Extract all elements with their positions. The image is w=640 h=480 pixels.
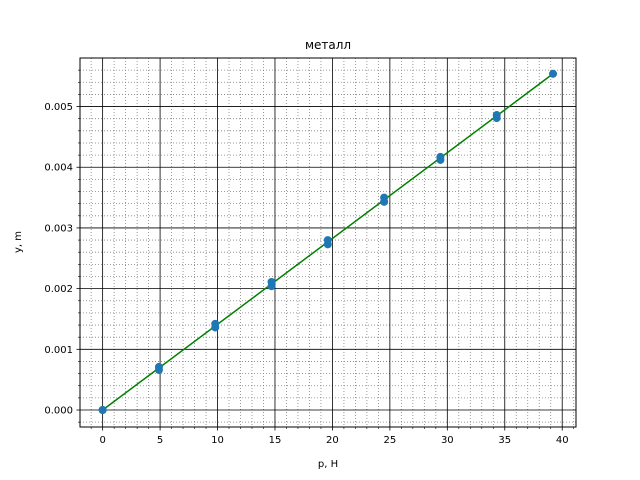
x-tick-label: 5 [157,435,163,446]
data-point [98,406,107,415]
major-grid [80,58,576,427]
x-tick-label: 10 [211,435,224,446]
x-tick-label: 15 [269,435,282,446]
data-point [436,152,445,161]
x-tick-label: 25 [384,435,397,446]
data-point [154,362,163,371]
y-tick-label: 0.004 [44,163,73,174]
y-tick-label: 0.000 [44,406,73,417]
y-tick-label: 0.003 [44,223,73,234]
x-axis-ticks [90,427,575,431]
y-tick-label: 0.002 [44,284,73,295]
x-tick-label: 20 [326,435,339,446]
data-point [492,111,501,120]
y-axis-label: y, m [13,231,24,253]
x-axis-label: p, Н [318,459,338,470]
x-tick-label: 0 [99,435,105,446]
data-point [323,236,332,245]
y-axis-tick-labels: 0.000 0.001 0.002 0.003 0.004 0.005 [44,102,73,416]
x-tick-label: 35 [498,435,511,446]
plot-frame [79,57,577,428]
data-point [549,69,558,78]
y-tick-label: 0.001 [44,345,73,356]
points-layer [98,69,558,415]
x-tick-label: 30 [441,435,454,446]
data-point [211,319,220,328]
data-point [380,193,389,202]
data-point [267,277,276,286]
y-tick-label: 0.005 [44,102,73,113]
y-axis-ticks [76,69,80,423]
x-axis-tick-labels: 0 5 10 15 20 25 30 35 40 [99,435,568,446]
chart-title: металл [305,38,351,52]
x-tick-label: 40 [556,435,569,446]
